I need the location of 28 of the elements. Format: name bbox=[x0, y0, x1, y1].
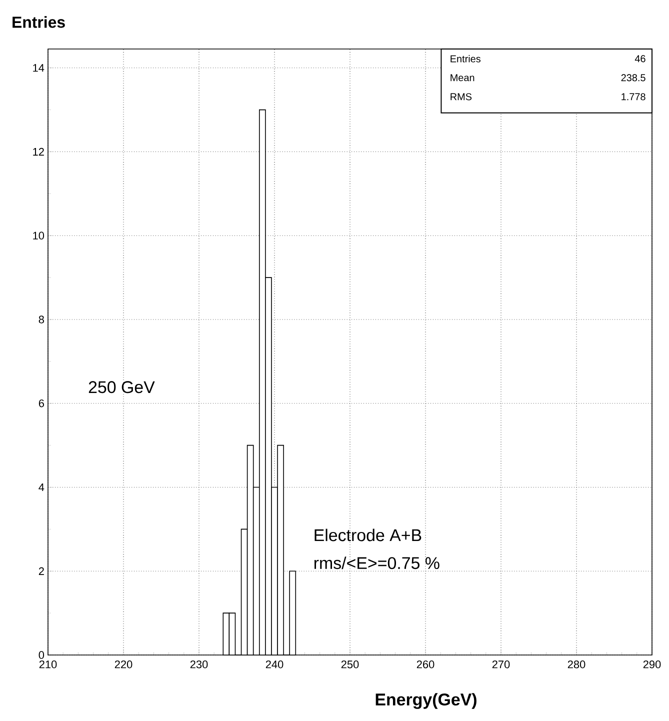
annotation: 238.5 bbox=[621, 74, 646, 82]
annotation: 46 bbox=[634, 55, 646, 62]
annotation: Electrode A+B bbox=[314, 528, 422, 542]
y-tick-label: 6 bbox=[38, 399, 44, 408]
annotation: Entries bbox=[450, 55, 480, 62]
x-tick-label: 290 bbox=[643, 660, 661, 668]
x-tick-label: 260 bbox=[416, 660, 434, 668]
annotation: rms/<E>=0.75 % bbox=[314, 556, 440, 570]
y-tick-label: 0 bbox=[38, 651, 44, 659]
annotation: Mean bbox=[450, 74, 474, 82]
x-tick-label: 220 bbox=[114, 660, 132, 668]
x-tick-label: 240 bbox=[266, 660, 284, 668]
y-tick-label: 10 bbox=[33, 232, 44, 240]
annotation: 1.778 bbox=[622, 93, 646, 100]
x-tick-label: 230 bbox=[190, 660, 208, 668]
x-axis-title: Energy(GeV) bbox=[376, 693, 476, 709]
y-axis-title: Entries bbox=[12, 16, 65, 28]
y-tick-label: 12 bbox=[33, 148, 44, 156]
y-tick-label: 14 bbox=[33, 64, 44, 72]
x-tick-label: 280 bbox=[568, 660, 586, 668]
x-tick-label: 210 bbox=[39, 660, 57, 668]
y-tick-label: 8 bbox=[38, 316, 44, 324]
annotation: RMS bbox=[450, 93, 472, 100]
y-tick-label: 2 bbox=[38, 567, 44, 575]
y-tick-label: 4 bbox=[38, 483, 44, 492]
x-tick-label: 250 bbox=[341, 660, 359, 668]
x-tick-label: 270 bbox=[492, 660, 510, 668]
annotation: 250 GeV bbox=[88, 381, 155, 394]
